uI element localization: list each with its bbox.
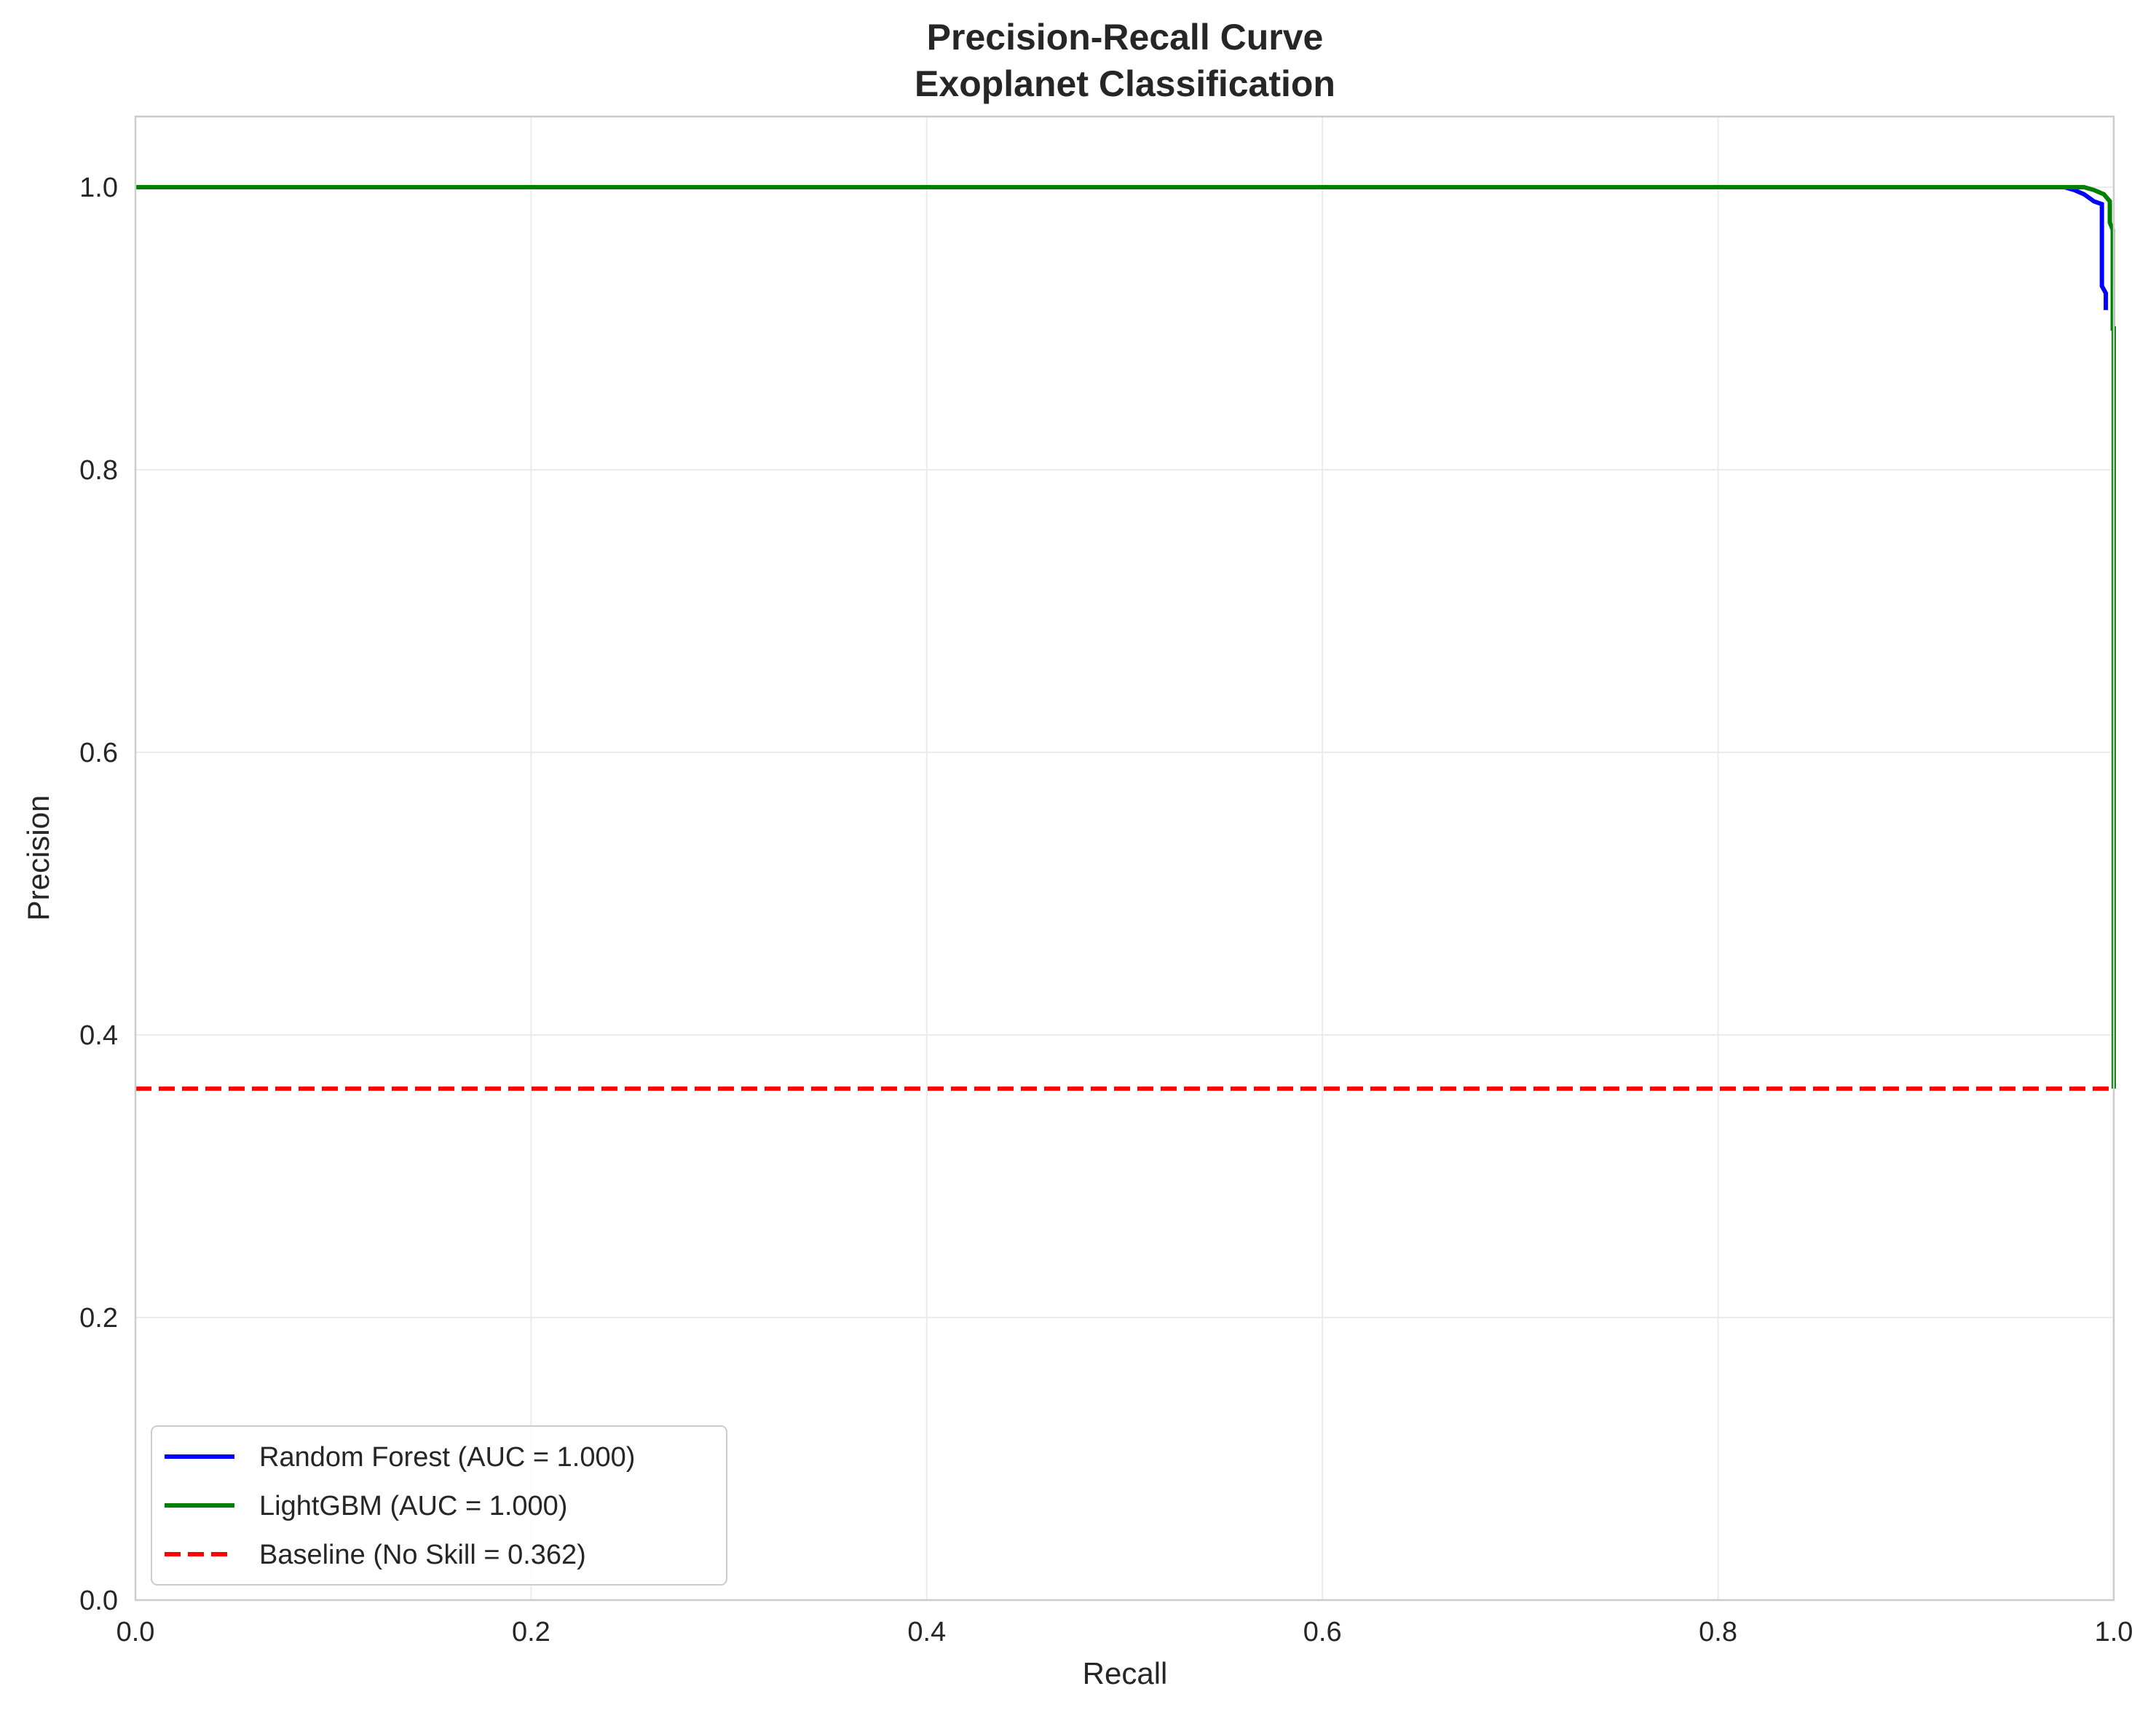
x-tick-label: 0.4 bbox=[907, 1617, 946, 1647]
plot-frame bbox=[134, 115, 2115, 1602]
x-tick-label: 0.8 bbox=[1699, 1617, 1737, 1647]
legend-label-baseline: Baseline (No Skill = 0.362) bbox=[259, 1540, 586, 1570]
legend: Random Forest (AUC = 1.000) LightGBM (AU… bbox=[151, 1425, 727, 1586]
legend-label-random-forest: Random Forest (AUC = 1.000) bbox=[259, 1442, 635, 1473]
x-tick-label: 1.0 bbox=[2095, 1617, 2133, 1647]
x-tick-label: 0.2 bbox=[512, 1617, 550, 1647]
legend-box bbox=[151, 1425, 727, 1586]
y-tick-label: 0.2 bbox=[79, 1303, 118, 1334]
x-axis-label: Recall bbox=[1083, 1656, 1168, 1690]
y-tick-label: 0.0 bbox=[79, 1586, 118, 1616]
y-tick-label: 0.6 bbox=[79, 738, 118, 768]
chart-title: Precision-Recall Curve bbox=[927, 17, 1324, 58]
y-axis-label: Precision bbox=[21, 795, 55, 921]
x-tick-label: 0.0 bbox=[117, 1617, 155, 1647]
tick-labels: 0.0 0.2 0.4 0.6 0.8 1.0 0.0 0.2 0.4 0.6 0.8 1.0 bbox=[79, 173, 2133, 1647]
legend-label-lightgbm: LightGBM (AUC = 1.000) bbox=[259, 1491, 567, 1521]
y-tick-label: 0.8 bbox=[79, 455, 118, 486]
chart-subtitle: Exoplanet Classification bbox=[915, 63, 1335, 104]
plot-background bbox=[135, 117, 2114, 1600]
y-tick-label: 0.4 bbox=[79, 1020, 118, 1051]
y-tick-label: 1.0 bbox=[79, 173, 118, 203]
x-tick-label: 0.6 bbox=[1303, 1617, 1342, 1647]
